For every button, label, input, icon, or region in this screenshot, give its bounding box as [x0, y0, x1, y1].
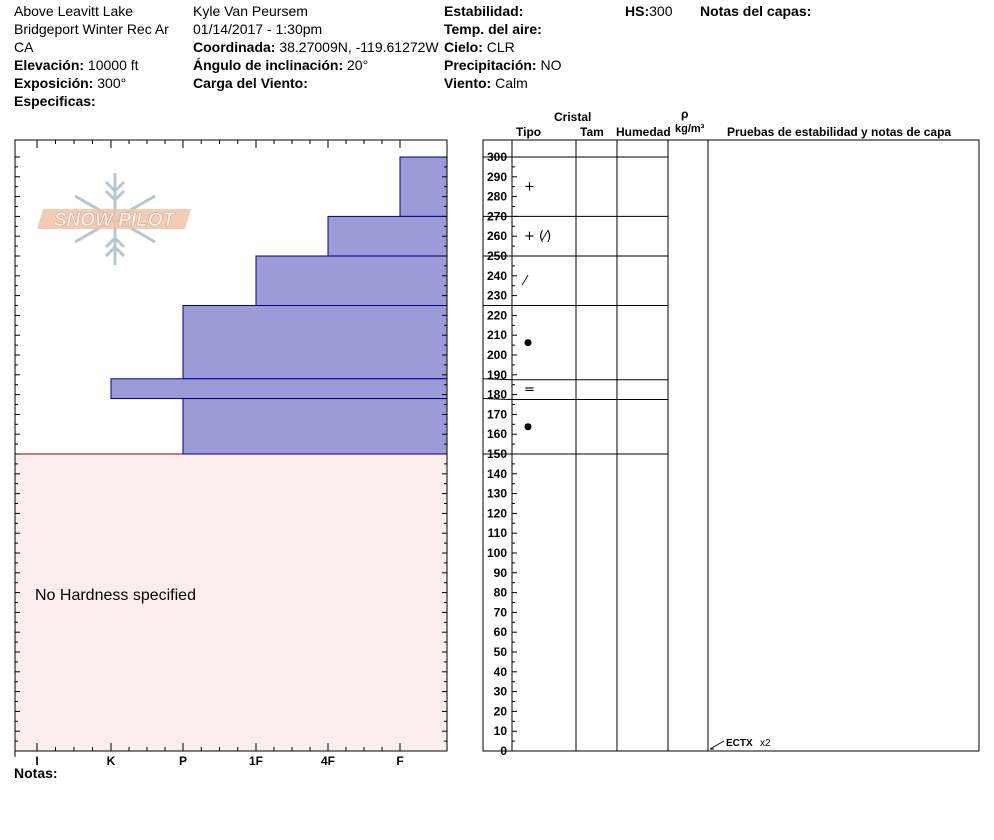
hardness-label-f: F: [396, 754, 403, 768]
hardness-bar-3: [182, 305, 448, 380]
hardness-label-1f: 1F: [249, 754, 263, 768]
hardness-plot-frame: [14, 139, 448, 752]
hs-row: HS:300: [625, 3, 672, 20]
observer-name: Kyle Van Peursem: [193, 3, 308, 19]
hs-label: HS:: [625, 3, 650, 19]
depth-label-50: 50: [494, 645, 508, 659]
crystal-symbol-2: ⁄: [521, 274, 529, 289]
aspect-label: Exposición:: [14, 75, 94, 91]
crystal-symbol-3: [524, 339, 532, 347]
airtemp-label: Temp. del aire:: [444, 21, 542, 37]
stability-label: Estabilidad:: [444, 3, 524, 19]
depth-label-110: 110: [488, 526, 508, 540]
depth-label-190: 190: [487, 368, 507, 382]
col-header-tests: Pruebas de estabilidad y notas de capa: [727, 125, 952, 139]
col-header-tam: Tam: [580, 125, 604, 139]
crystal-symbol-5: [524, 423, 532, 431]
hardness-bar-5: [182, 398, 448, 455]
depth-label-80: 80: [494, 586, 508, 600]
precip-value: NO: [540, 57, 562, 73]
no-hardness-region: [15, 454, 447, 751]
depth-label-0: 0: [500, 744, 507, 758]
location-name: Above Leavitt Lake: [14, 3, 134, 19]
depth-label-120: 120: [487, 506, 507, 520]
precip-label: Precipitación:: [444, 57, 537, 73]
depth-label-280: 280: [487, 190, 507, 204]
depth-label-160: 160: [487, 427, 507, 441]
crystal-symbol-4: =: [524, 383, 535, 398]
hs-value: 300: [649, 3, 673, 19]
snowpilot-logo-text: SNOW PILOT: [54, 210, 176, 231]
col-header-cristal: Cristal: [554, 110, 592, 124]
sky-row: Cielo: CLR: [444, 39, 515, 56]
depth-label-60: 60: [494, 625, 508, 639]
depth-label-260: 260: [487, 229, 507, 243]
observation-datetime: 01/14/2017 - 1:30pm: [193, 21, 323, 37]
col-header-density-unit: kg/m³: [675, 123, 705, 135]
notes-label: Notas:: [14, 765, 58, 781]
coordinates-row: Coordinada: 38.27009N, -119.61272W: [193, 39, 439, 56]
crystal-symbol-0: +: [524, 180, 535, 195]
depth-label-220: 220: [487, 308, 507, 322]
wind-value: Calm: [495, 75, 528, 91]
elevation-value: 10000 ft: [87, 57, 139, 73]
depth-label-200: 200: [487, 348, 507, 362]
test-result-0: ECTX: [726, 738, 753, 749]
elevation-row: Elevación: 10000 ft: [14, 57, 139, 74]
col-header-rho: ρ: [681, 107, 689, 121]
depth-label-170: 170: [487, 407, 507, 421]
sky-label: Cielo:: [444, 39, 483, 55]
depth-label-10: 10: [494, 724, 508, 738]
wind-label: Viento:: [444, 75, 492, 91]
state-name: CA: [14, 39, 34, 55]
aspect-row: Exposición: 300°: [14, 75, 126, 92]
depth-label-130: 130: [487, 487, 507, 501]
aspect-value: 300°: [97, 75, 127, 91]
hardness-label-i: I: [35, 754, 38, 768]
depth-label-40: 40: [494, 665, 508, 679]
hardness-label-k: K: [107, 754, 116, 768]
depth-label-100: 100: [487, 546, 507, 560]
layer-boundary-connector: [482, 398, 513, 401]
hardness-label-4f: 4F: [321, 754, 335, 768]
hardness-bar-1: [327, 215, 448, 257]
col-header-humedad: Humedad: [616, 125, 671, 139]
depth-label-30: 30: [494, 685, 508, 699]
layer-boundary-connector: [482, 378, 513, 381]
region-name: Bridgeport Winter Rec Ar: [14, 21, 169, 37]
hardness-bar-0: [399, 156, 448, 217]
test-count-0: x2: [760, 738, 771, 749]
slope-row: Ángulo de inclinación: 20°: [193, 57, 368, 74]
layer-table-frame: [482, 139, 980, 752]
precip-row: Precipitación: NO: [444, 57, 561, 74]
layer-notes-label: Notas del capas:: [700, 3, 812, 19]
snowpilot-logo: SNOW PILOT: [37, 173, 191, 265]
slope-value: 20°: [347, 57, 369, 73]
no-hardness-label: No Hardness specified: [35, 587, 196, 604]
test-pointer-0: [709, 740, 725, 750]
depth-label-20: 20: [494, 704, 508, 718]
specifics-label: Especificas:: [14, 93, 96, 109]
depth-label-290: 290: [487, 170, 507, 184]
coordinates-label: Coordinada:: [193, 39, 276, 55]
wind-row: Viento: Calm: [444, 75, 528, 92]
hardness-bar-4: [110, 378, 448, 400]
depth-label-70: 70: [494, 605, 508, 619]
depth-label-180: 180: [487, 388, 507, 402]
depth-label-140: 140: [487, 467, 507, 481]
depth-label-90: 90: [494, 566, 508, 580]
slope-label: Ángulo de inclinación:: [193, 57, 344, 73]
col-header-tipo: Tipo: [516, 125, 542, 139]
depth-label-240: 240: [487, 269, 507, 283]
depth-label-210: 210: [487, 328, 507, 342]
hardness-bar-2: [255, 255, 448, 306]
windload-label: Carga del Viento:: [193, 75, 308, 91]
depth-label-230: 230: [487, 289, 507, 303]
coordinates-value: 38.27009N, -119.61272W: [279, 39, 439, 55]
sky-value: CLR: [486, 39, 515, 55]
crystal-symbol-1: + (⁄): [524, 229, 551, 244]
hardness-label-p: P: [179, 754, 187, 768]
elevation-label: Elevación:: [14, 57, 85, 73]
